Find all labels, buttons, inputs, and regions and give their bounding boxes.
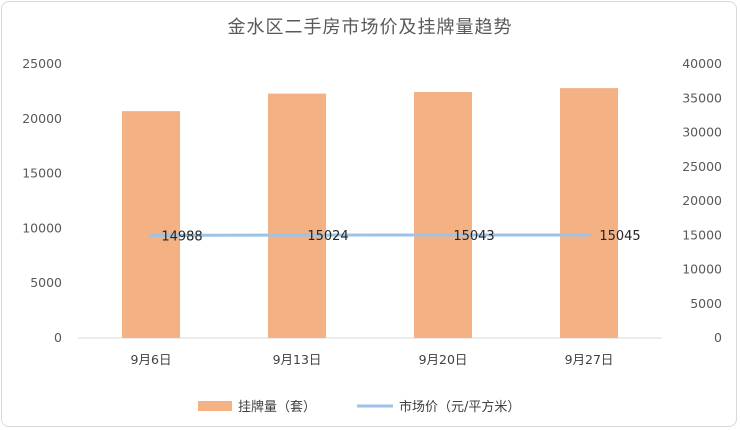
legend-bar-label: 挂牌量（套） [238, 399, 316, 415]
x-tick-label: 9月20日 [419, 352, 468, 367]
legend-bar-swatch [198, 401, 232, 411]
line-data-label: 15024 [307, 229, 348, 244]
x-axis: 9月6日 9月13日 9月20日 9月27日 [78, 337, 662, 367]
line-series [149, 233, 591, 237]
x-tick-label: 9月13日 [273, 352, 322, 367]
line-data-label: 15043 [453, 229, 494, 244]
right-y-tick-label: 0 [714, 330, 722, 345]
right-y-tick-label: 30000 [682, 125, 722, 140]
bar [122, 111, 180, 339]
right-y-tick-label: 25000 [682, 159, 722, 174]
left-y-tick-label: 15000 [22, 166, 62, 181]
bar [414, 91, 472, 338]
line-data-label: 15045 [599, 229, 640, 244]
right-y-tick-label: 40000 [682, 56, 722, 71]
line-point [587, 233, 591, 237]
legend: 挂牌量（套） 市场价（元/平方米） [198, 399, 520, 415]
bar [268, 93, 326, 338]
left-y-axis: 0 5000 10000 15000 20000 25000 [22, 56, 62, 345]
left-y-tick-label: 25000 [22, 56, 62, 71]
bar-series [122, 88, 618, 339]
left-y-tick-label: 10000 [22, 220, 62, 235]
x-tick-label: 9月6日 [131, 352, 172, 367]
left-y-tick-label: 0 [54, 330, 62, 345]
right-y-tick-label: 35000 [682, 90, 722, 105]
right-y-tick-label: 5000 [690, 296, 722, 311]
line-point [441, 233, 445, 237]
x-tick-label: 9月27日 [565, 352, 614, 367]
line-data-label: 14988 [161, 229, 202, 244]
line-point [295, 233, 299, 237]
left-y-tick-label: 5000 [30, 275, 62, 290]
data-labels: 14988 15024 15043 15045 [161, 229, 640, 244]
chart-title: 金水区二手房市场价及挂牌量趋势 [227, 17, 513, 38]
right-y-axis: 0 5000 10000 15000 20000 25000 30000 35000 40000 [682, 56, 722, 345]
left-y-tick-label: 20000 [22, 111, 62, 126]
line-point [149, 234, 153, 237]
right-y-tick-label: 10000 [682, 262, 722, 277]
bar [560, 88, 618, 338]
legend-line-label: 市场价（元/平方米） [399, 399, 520, 415]
right-y-tick-label: 20000 [682, 193, 722, 208]
right-y-tick-label: 15000 [682, 227, 722, 242]
